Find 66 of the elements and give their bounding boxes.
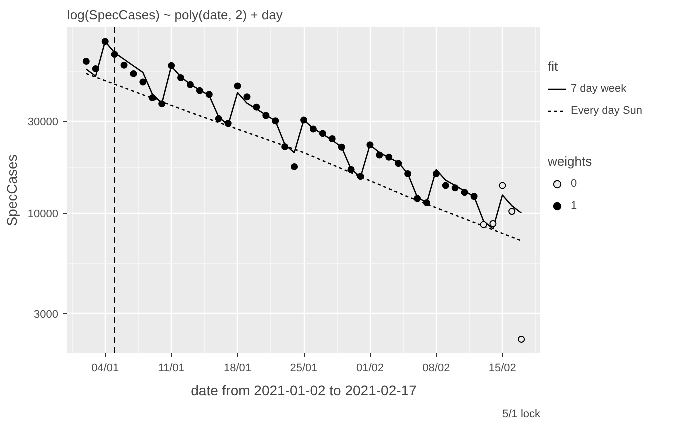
x-tick-label: 18/01 [224, 362, 252, 374]
point [470, 193, 478, 200]
point [102, 38, 109, 46]
point [508, 208, 516, 216]
point [234, 82, 242, 90]
text: weights [548, 154, 592, 169]
point [404, 170, 412, 178]
point [224, 120, 232, 128]
x-tick-label: 08/02 [422, 362, 450, 374]
point [168, 62, 176, 70]
point [130, 70, 138, 78]
point [432, 170, 440, 178]
x-axis-title: date from 2021-01-02 to 2021-02-17 [191, 382, 418, 398]
point [328, 136, 336, 143]
point [442, 182, 450, 190]
point [414, 195, 422, 202]
point [366, 142, 374, 149]
point [395, 160, 402, 168]
x-tick-label: 25/01 [290, 362, 318, 374]
legend-label: 0 [571, 178, 578, 190]
point [158, 100, 166, 108]
point [178, 74, 185, 82]
x-tick-label: 04/01 [92, 362, 120, 374]
x-tick-label: 11/01 [158, 362, 185, 374]
point [300, 116, 308, 124]
chart-title: log(SpecCases) ~ poly(date, 2) + day [68, 8, 284, 22]
y-tick-label: 10000 [28, 208, 59, 220]
point [386, 154, 393, 161]
point [376, 152, 384, 159]
x-tick-label: 15/02 [488, 362, 516, 374]
point [518, 336, 526, 344]
point [452, 184, 459, 192]
point [423, 200, 430, 207]
point [338, 144, 346, 151]
x-tick-label: 01/02 [356, 362, 384, 374]
point [282, 143, 289, 150]
point [215, 115, 222, 122]
text: fit [548, 59, 558, 74]
point [357, 173, 364, 180]
point [319, 130, 326, 138]
point [272, 118, 280, 125]
point [499, 182, 506, 190]
point [310, 126, 317, 133]
point [149, 94, 156, 102]
point [120, 62, 128, 69]
point [262, 112, 270, 120]
point [196, 87, 204, 94]
point [490, 220, 497, 228]
point [461, 189, 468, 196]
y-tick-label: 30000 [28, 116, 59, 128]
point [140, 78, 147, 86]
point [253, 104, 260, 111]
legend-label: 1 [571, 200, 578, 212]
point [186, 81, 194, 88]
text: 5/1 lock [502, 408, 541, 420]
y-axis-title: SpecCases [4, 154, 20, 226]
legend-label: Every day Sun [571, 105, 643, 117]
point [348, 166, 355, 174]
point [92, 66, 100, 73]
y-tick-label: 3000 [34, 308, 59, 321]
legend-label: 7 day week [571, 83, 627, 95]
point [82, 58, 90, 65]
point [480, 221, 488, 228]
point [206, 91, 213, 98]
point [291, 163, 298, 170]
point [244, 94, 251, 101]
